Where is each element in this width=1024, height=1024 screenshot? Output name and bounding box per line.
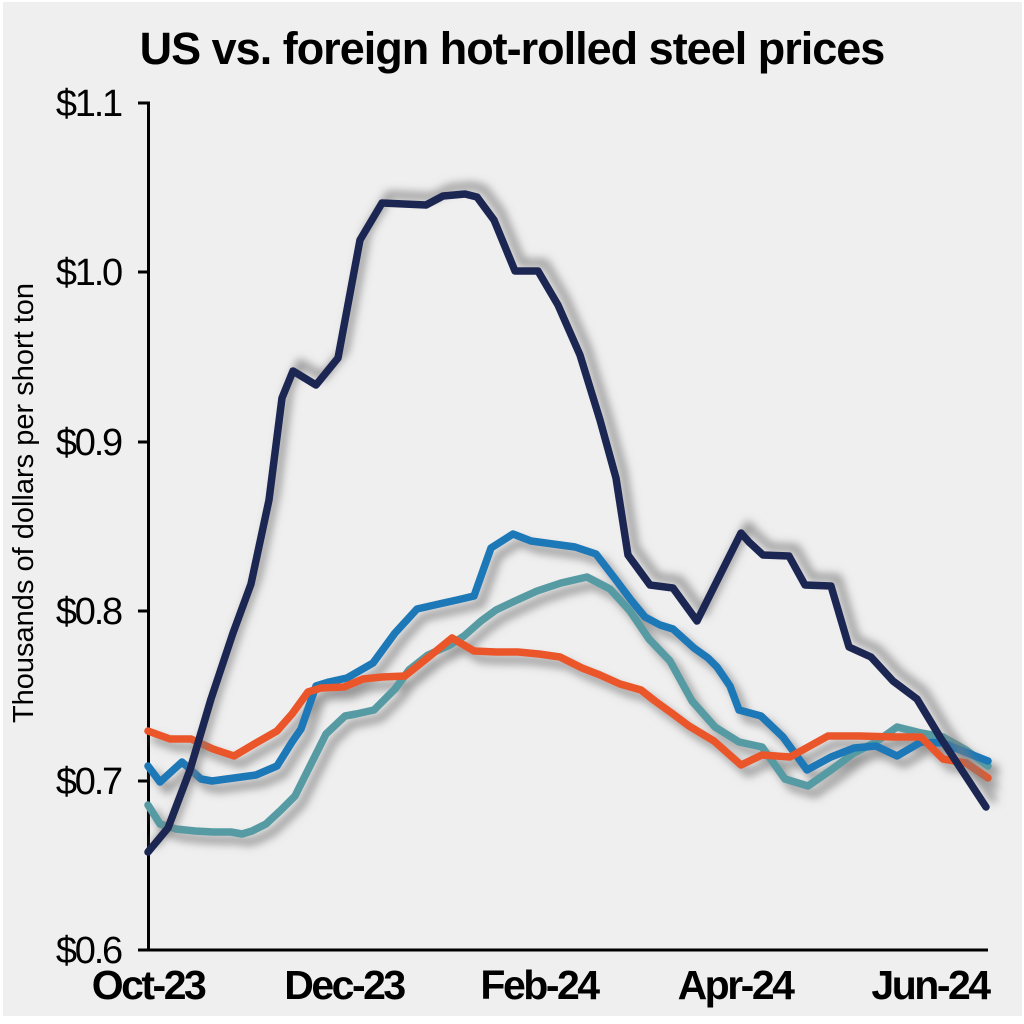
svg-text:US vs. foreign hot-rolled stee: US vs. foreign hot-rolled steel prices bbox=[140, 23, 885, 74]
svg-text:Apr-24: Apr-24 bbox=[678, 962, 796, 1008]
svg-text:Feb-24: Feb-24 bbox=[480, 962, 600, 1008]
svg-text:$1.0: $1.0 bbox=[56, 252, 122, 294]
svg-text:$1.1: $1.1 bbox=[56, 83, 122, 125]
svg-text:$0.7: $0.7 bbox=[56, 761, 122, 803]
svg-text:$0.6: $0.6 bbox=[56, 930, 122, 972]
svg-text:Oct-23: Oct-23 bbox=[92, 962, 206, 1008]
svg-text:Dec-23: Dec-23 bbox=[284, 962, 405, 1008]
svg-text:$0.8: $0.8 bbox=[56, 591, 122, 633]
svg-text:Jun-24: Jun-24 bbox=[871, 962, 991, 1008]
svg-text:Thousands of dollars per short: Thousands of dollars per short ton bbox=[8, 283, 40, 723]
svg-text:$0.9: $0.9 bbox=[56, 422, 122, 464]
